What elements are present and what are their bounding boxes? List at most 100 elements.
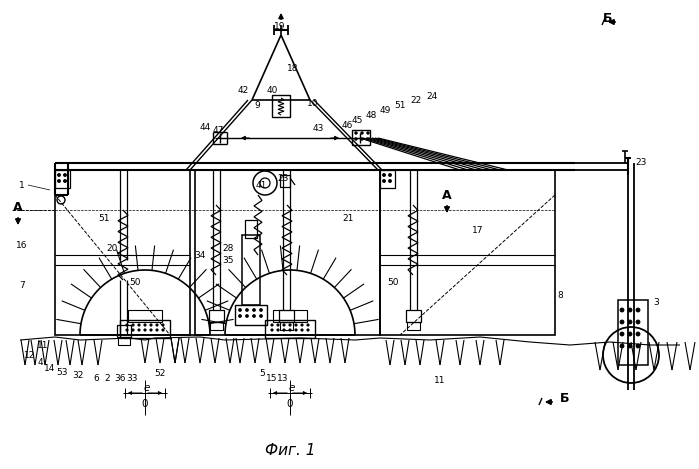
Text: 32: 32 [72, 371, 84, 379]
Circle shape [361, 132, 363, 134]
Text: 22: 22 [410, 96, 421, 105]
Text: 47: 47 [212, 126, 224, 135]
Text: 52: 52 [154, 369, 166, 378]
Circle shape [64, 180, 66, 182]
Text: 36: 36 [114, 373, 126, 383]
Text: 28: 28 [222, 243, 233, 252]
Bar [120, 320, 170, 338]
Bar [265, 320, 315, 338]
Text: 20: 20 [106, 243, 117, 252]
Text: 18: 18 [287, 63, 298, 73]
Text: 6: 6 [93, 373, 99, 383]
Text: Б: Б [603, 12, 613, 24]
Circle shape [259, 309, 263, 311]
Circle shape [628, 332, 632, 336]
Circle shape [144, 329, 146, 331]
Text: 0: 0 [287, 399, 294, 409]
Text: 5: 5 [259, 369, 265, 378]
Circle shape [628, 308, 632, 312]
Bar [406, 310, 421, 322]
Bar [242, 235, 260, 305]
Bar [407, 322, 420, 330]
Text: 10: 10 [308, 98, 319, 107]
Circle shape [161, 324, 164, 326]
Circle shape [301, 329, 303, 331]
Text: 23: 23 [278, 174, 289, 182]
Text: 23: 23 [635, 158, 647, 166]
Circle shape [307, 329, 309, 331]
Circle shape [126, 329, 128, 331]
Circle shape [389, 180, 391, 182]
Text: A: A [13, 201, 23, 213]
Circle shape [238, 309, 241, 311]
Circle shape [620, 308, 624, 312]
Text: A: A [442, 189, 452, 202]
Circle shape [354, 132, 357, 134]
Text: 7: 7 [19, 280, 25, 289]
Text: Б: Б [561, 392, 570, 404]
Bar [245, 220, 257, 238]
Text: 35: 35 [222, 256, 233, 265]
Circle shape [245, 315, 249, 318]
Text: 34: 34 [194, 250, 206, 259]
Text: 46: 46 [341, 121, 353, 129]
Bar [280, 175, 290, 187]
Text: 1: 1 [19, 181, 25, 189]
Text: 19: 19 [274, 22, 286, 30]
Circle shape [636, 332, 640, 336]
Circle shape [138, 324, 140, 326]
Circle shape [150, 324, 152, 326]
Text: 15: 15 [266, 373, 278, 383]
Circle shape [301, 324, 303, 326]
Circle shape [295, 324, 297, 326]
Text: 49: 49 [380, 106, 391, 114]
Text: 17: 17 [473, 226, 484, 234]
Circle shape [138, 329, 140, 331]
Bar [352, 130, 370, 145]
Text: 12: 12 [24, 350, 36, 360]
Circle shape [132, 329, 134, 331]
Circle shape [156, 329, 158, 331]
Text: e: e [144, 383, 150, 393]
Circle shape [132, 324, 134, 326]
Bar [280, 322, 293, 330]
Text: 48: 48 [366, 111, 377, 120]
Text: 53: 53 [56, 368, 68, 377]
Circle shape [636, 308, 640, 312]
Text: 13: 13 [278, 373, 289, 383]
Text: Фиг. 1: Фиг. 1 [265, 442, 315, 457]
Circle shape [238, 315, 241, 318]
Bar [273, 310, 307, 322]
Text: 44: 44 [199, 122, 210, 131]
Circle shape [64, 174, 66, 176]
Circle shape [389, 174, 391, 176]
Bar [55, 170, 70, 188]
Text: 14: 14 [44, 363, 56, 372]
Bar [118, 337, 130, 345]
Text: 51: 51 [99, 213, 110, 222]
Circle shape [367, 138, 369, 140]
Circle shape [161, 329, 164, 331]
Circle shape [144, 324, 146, 326]
Text: 0: 0 [142, 399, 148, 409]
Text: 11: 11 [37, 340, 49, 349]
Text: 24: 24 [426, 91, 438, 100]
Text: 42: 42 [238, 85, 249, 94]
Circle shape [382, 174, 386, 176]
Circle shape [252, 309, 256, 311]
Text: 33: 33 [127, 373, 138, 383]
Circle shape [636, 344, 640, 348]
Circle shape [156, 324, 158, 326]
Bar [618, 300, 648, 365]
Circle shape [361, 138, 363, 140]
Bar [235, 305, 267, 325]
Bar [209, 310, 224, 322]
Circle shape [259, 315, 263, 318]
Text: 45: 45 [352, 115, 363, 124]
Circle shape [289, 329, 291, 331]
Circle shape [620, 332, 624, 336]
Circle shape [57, 180, 61, 182]
Text: 51: 51 [394, 100, 405, 109]
Bar [272, 95, 290, 117]
Text: 11: 11 [434, 376, 446, 385]
